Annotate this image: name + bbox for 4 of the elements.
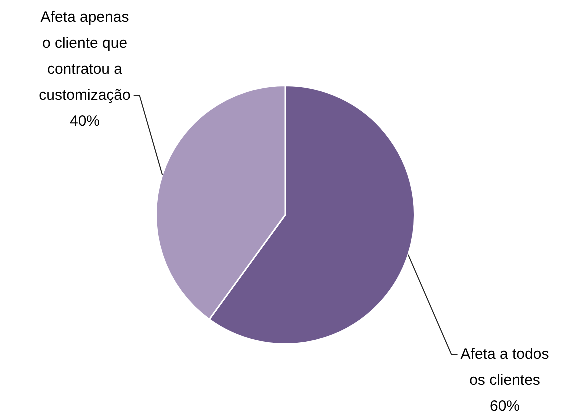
slice-label: Afeta a todos os clientes — [460, 346, 550, 390]
data-label: 60% — [490, 398, 520, 416]
slice-label: Afeta apenas o cliente que contratou a customização — [39, 9, 131, 104]
data-label: 40% — [70, 113, 100, 130]
